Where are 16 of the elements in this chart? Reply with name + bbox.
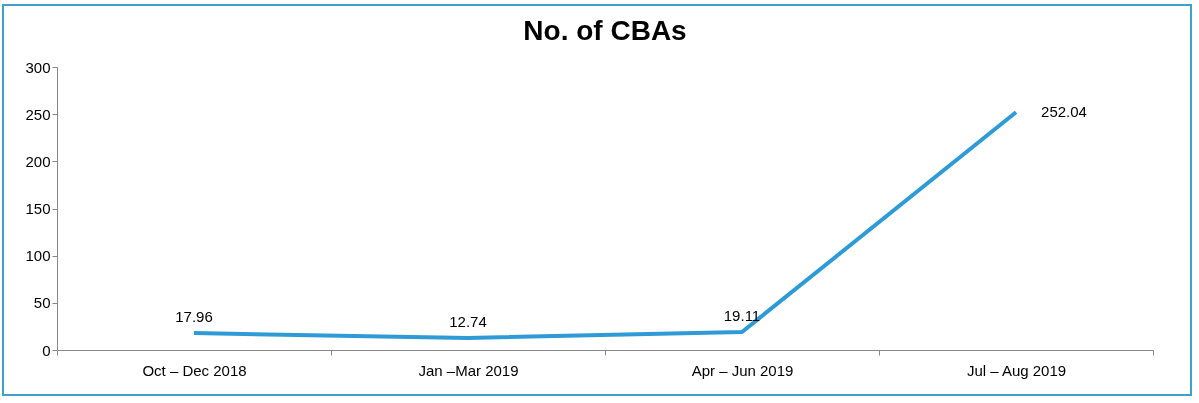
y-tick-label: 300 xyxy=(25,58,51,76)
y-tick-label: 50 xyxy=(33,294,51,312)
y-tick-label: 250 xyxy=(25,105,51,123)
data-label: 12.74 xyxy=(449,312,487,330)
data-label: 17.96 xyxy=(175,308,213,326)
y-tick-label: 0 xyxy=(42,341,51,359)
x-tick-label: Oct – Dec 2018 xyxy=(142,361,247,379)
data-label: 252.04 xyxy=(1041,103,1087,121)
chart-title: No. of CBAs xyxy=(523,15,687,46)
x-tick-label: Apr – Jun 2019 xyxy=(691,361,794,379)
y-tick-label: 200 xyxy=(25,152,51,170)
y-tick-label: 100 xyxy=(25,247,51,265)
data-label: 19.11 xyxy=(723,306,761,324)
x-tick-label: Jul – Aug 2019 xyxy=(966,361,1067,379)
y-tick-label: 150 xyxy=(25,200,51,217)
x-tick-label: Jan –Mar 2019 xyxy=(418,361,519,379)
